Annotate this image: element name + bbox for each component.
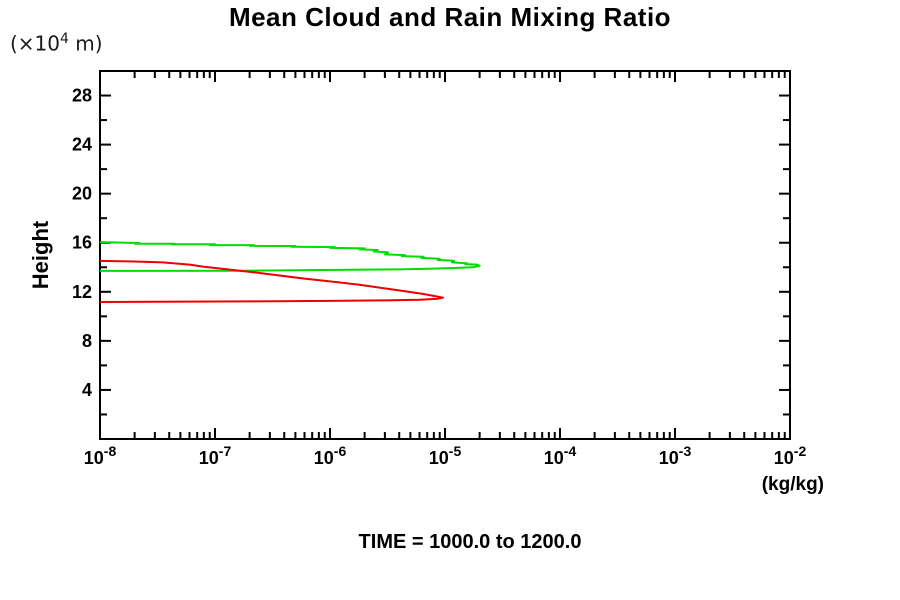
x-tick-label: 10-2 (774, 443, 807, 468)
x-tick-label: 10-7 (199, 443, 232, 468)
x-tick-label: 10-4 (544, 443, 577, 468)
y-tick-label: 4 (82, 380, 92, 400)
y-tick-label: 28 (72, 86, 92, 106)
chart-frame (99, 70, 791, 440)
time-range-label: TIME = 1000.0 to 1200.0 (358, 531, 582, 553)
x-tick-label: 10-6 (314, 443, 347, 468)
x-tick-label: 10-8 (84, 443, 117, 468)
cloud-curve (99, 241, 481, 272)
y-tick-label: 8 (82, 331, 92, 351)
x-axis-unit-label: (kg/kg) (761, 474, 824, 495)
y-unit-prefix: (×10 (10, 31, 61, 56)
rain-curve (99, 259, 444, 303)
x-tick-label: 10-3 (659, 443, 692, 468)
y-tick-label: 16 (72, 233, 92, 253)
chart-title: Mean Cloud and Rain Mixing Ratio (228, 2, 672, 32)
y-unit-exponent: 4 (60, 31, 69, 47)
y-tick-label: 12 (72, 282, 92, 302)
y-axis-unit-label: (×104 m) (10, 31, 103, 56)
y-unit-suffix: m) (68, 31, 103, 56)
x-tick-label: 10-5 (429, 443, 462, 468)
y-tick-label: 20 (72, 184, 92, 204)
y-tick-label: 24 (72, 135, 92, 155)
